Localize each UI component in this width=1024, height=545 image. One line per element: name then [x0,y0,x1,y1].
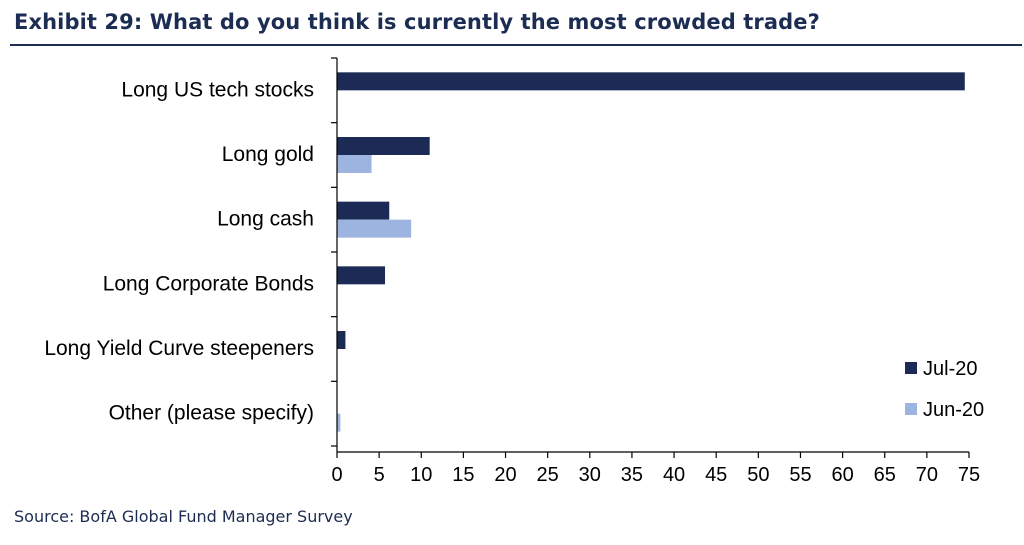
x-tick-label-13: 65 [874,464,896,486]
x-tick-label-6: 30 [579,464,601,486]
x-tick-label-4: 20 [494,464,516,486]
x-tick-label-12: 60 [831,464,853,486]
category-labels: Long US tech stocks Long gold Long cash Lon… [44,78,314,424]
bar-jun-20-5 [337,413,341,432]
x-tick-label-3: 15 [452,464,474,486]
x-tick-label-11: 55 [789,464,811,486]
category-label-5: Other (please specify) [109,402,314,425]
category-label-1: Long gold [222,143,314,166]
legend-swatch-jul-20 [905,362,917,374]
bar-jun-20-2 [337,219,412,238]
x-tick-label-8: 40 [663,464,685,486]
x-tick-labels: 0 5 10 15 20 25 30 35 40 45 50 55 60 65 70 75 [331,464,980,486]
bar-jul-20-3 [337,266,386,285]
legend-swatch-jun-20 [905,403,917,415]
bar-jul-20-4 [337,331,346,349]
bar-jul-20-2 [337,201,390,220]
x-tick-label-2: 10 [410,464,432,486]
x-tick-label-15: 75 [958,464,980,486]
source-note: Source: BofA Global Fund Manager Survey [14,507,353,526]
x-tick-label-14: 70 [916,464,938,486]
bar-jul-20-1 [337,137,430,155]
category-label-3: Long Corporate Bonds [103,272,314,295]
x-tick-label-1: 5 [374,464,385,486]
x-tick-label-9: 45 [705,464,727,486]
x-tick-label-0: 0 [331,464,342,486]
category-label-0: Long US tech stocks [121,78,314,101]
bar-jul-20-0 [337,72,965,91]
axes-layer [331,57,970,458]
bars-layer [337,72,965,432]
bar-jun-20-1 [337,155,372,173]
legend-label-jun-20: Jun-20 [923,399,984,421]
x-tick-label-5: 25 [537,464,559,486]
legend-label-jul-20: Jul-20 [923,358,977,380]
category-label-2: Long cash [217,208,314,231]
x-tick-label-10: 50 [747,464,769,486]
category-label-4: Long Yield Curve steepeners [44,337,314,360]
x-tick-label-7: 35 [621,464,643,486]
legend: Jul-20 Jun-20 [905,358,984,421]
chart-title: Exhibit 29: What do you think is current… [14,10,820,34]
title-divider [10,44,1022,46]
